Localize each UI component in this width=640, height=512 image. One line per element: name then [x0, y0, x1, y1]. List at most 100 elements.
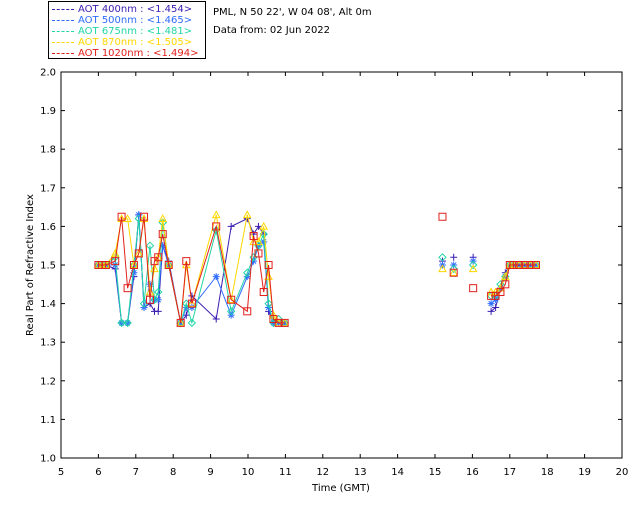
data-point [227, 295, 236, 304]
x-tick-label: 17 [503, 467, 516, 478]
data-point [280, 318, 289, 327]
y-tick-label: 1.5 [40, 261, 56, 272]
x-tick-label: 6 [95, 467, 101, 478]
x-tick-label: 5 [58, 467, 64, 478]
y-tick-label: 1.6 [40, 222, 56, 233]
series-line [98, 216, 285, 324]
y-tick-label: 1.8 [40, 145, 56, 156]
data-point [212, 315, 220, 323]
x-axis-label: Time (GMT) [311, 483, 370, 494]
data-point [487, 300, 495, 308]
data-point [531, 261, 540, 269]
legend-item-400nm: AOT 400nm : <1.454> [52, 4, 192, 15]
legend-swatch [52, 30, 74, 32]
y-axis-label: Real Part of Refractive Index [25, 194, 36, 336]
data-point [150, 295, 159, 304]
x-tick-label: 7 [133, 467, 139, 478]
data-point [450, 253, 458, 261]
data-point [146, 295, 155, 304]
y-tick-label: 1.0 [40, 454, 56, 465]
data-point [438, 264, 447, 273]
data-point [264, 299, 273, 308]
legend-swatch [52, 52, 74, 54]
legend-label: AOT 870nm : <1.505> [78, 37, 193, 48]
data-point [492, 303, 500, 311]
legend-item-1020nm: AOT 1020nm : <1.494> [52, 48, 198, 59]
data-point [242, 210, 252, 219]
data-point [111, 257, 120, 266]
site-info: PML, N 50 22', W 04 08', Alt 0m [213, 7, 372, 18]
data-point [260, 238, 268, 246]
legend-item-500nm: AOT 500nm : <1.465> [52, 15, 192, 26]
data-point [145, 241, 155, 250]
data-point [212, 273, 220, 281]
legend-label: AOT 675nm : <1.481> [78, 26, 193, 37]
x-tick-label: 19 [578, 467, 591, 478]
data-point [227, 222, 235, 230]
x-tick-label: 11 [279, 467, 292, 478]
x-tick-label: 8 [170, 467, 176, 478]
data-point [123, 318, 132, 328]
data-point [226, 307, 236, 316]
data-point [212, 222, 221, 231]
data-point [154, 253, 163, 262]
data-point [496, 288, 505, 297]
data-point [182, 257, 191, 266]
y-tick-label: 1.3 [40, 338, 56, 349]
data-point [487, 291, 496, 300]
data-point [123, 284, 132, 293]
data-point [140, 212, 149, 221]
data-point [129, 260, 139, 269]
y-tick-label: 1.7 [40, 183, 56, 194]
data-point [469, 284, 478, 293]
data-point [134, 214, 143, 223]
data-point [249, 232, 258, 241]
y-tick-label: 2.0 [40, 68, 56, 79]
x-tick-label: 16 [466, 467, 479, 478]
x-tick-label: 12 [316, 467, 329, 478]
data-point [520, 261, 529, 269]
x-tick-label: 13 [354, 467, 367, 478]
data-point [117, 318, 126, 328]
data-point [187, 318, 197, 328]
data-point [254, 222, 262, 230]
data-point [438, 212, 447, 221]
data-point [449, 264, 458, 274]
legend-item-870nm: AOT 870nm : <1.505> [52, 37, 192, 48]
data-point [264, 261, 273, 269]
data-point [509, 261, 518, 269]
data-point [154, 307, 162, 315]
data-point [438, 253, 447, 262]
data-point [449, 268, 459, 277]
series-1020nm [94, 212, 540, 327]
data-point [123, 214, 132, 222]
data-point [486, 287, 496, 296]
data-point [101, 261, 110, 269]
legend-swatch [52, 8, 74, 10]
y-tick-label: 1.1 [40, 415, 56, 426]
legend: AOT 400nm : <1.454> AOT 500nm : <1.465> … [48, 1, 206, 59]
legend-label: AOT 1020nm : <1.494> [78, 48, 199, 59]
data-point [259, 221, 269, 230]
data-point [211, 210, 221, 219]
series-layer [94, 210, 541, 328]
data-point [515, 261, 524, 269]
data-point [449, 268, 458, 277]
axis-ticks: 5 6 7 8 9 10 11 12 13 14 15 16 17 18 19 20 1.0 1.1 1.2 1.3 1… [40, 68, 628, 479]
data-point [117, 212, 126, 221]
data-point [526, 261, 535, 269]
data-point [146, 280, 154, 288]
data-point [164, 261, 173, 269]
x-tick-label: 15 [429, 467, 442, 478]
data-point [150, 264, 159, 273]
x-tick-label: 14 [391, 467, 404, 478]
data-point [468, 260, 478, 270]
data-point [158, 214, 168, 222]
legend-label: AOT 400nm : <1.454> [78, 4, 193, 15]
data-point [226, 295, 236, 304]
data-point [269, 318, 278, 328]
data-point [274, 318, 283, 327]
data-point [468, 264, 478, 273]
data-point [176, 318, 185, 327]
